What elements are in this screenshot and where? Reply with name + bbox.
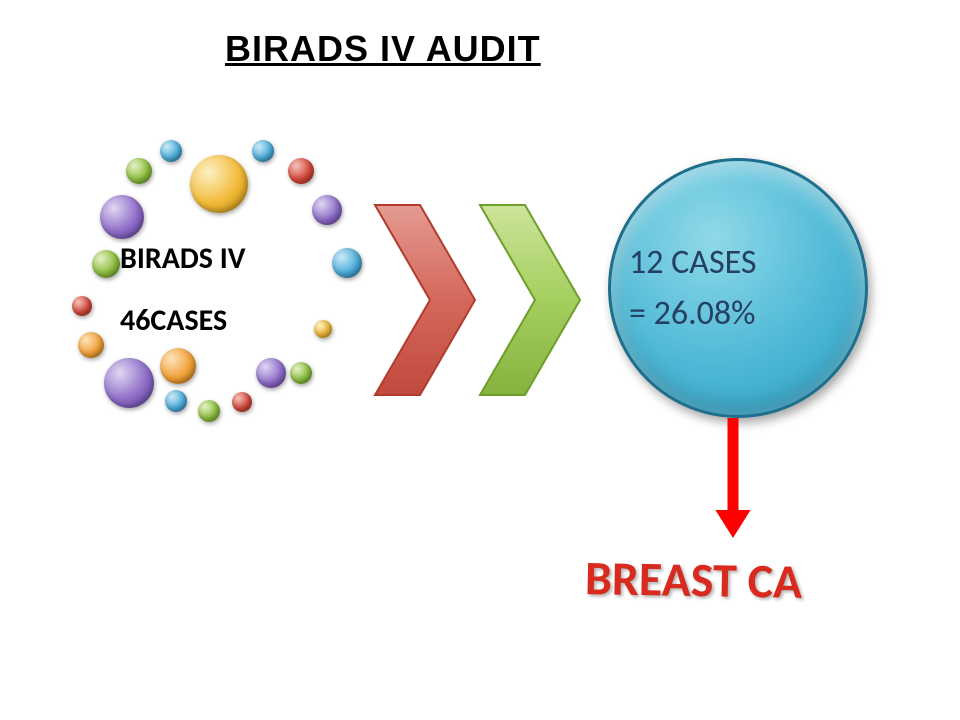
sphere-15 — [290, 362, 312, 384]
cluster-label-2: 46CASES — [120, 302, 227, 339]
cluster-label-1: BIRADS IV — [120, 240, 246, 277]
outcome-label: BREAST CA — [585, 548, 803, 611]
result-line-2: = 26.08% — [629, 288, 865, 339]
sphere-6 — [288, 158, 314, 184]
sphere-8 — [312, 195, 342, 225]
result-line-1: 12 CASES — [629, 237, 865, 288]
sphere-10 — [256, 358, 286, 388]
sphere-16 — [160, 348, 196, 384]
result-circle: 12 CASES = 26.08% — [608, 158, 868, 418]
sphere-11 — [104, 358, 154, 408]
sphere-13 — [198, 400, 220, 422]
page-title: BIRADS IV AUDIT — [225, 28, 541, 70]
down-arrow — [703, 418, 763, 558]
sphere-9 — [332, 248, 362, 278]
chevron-arrows — [370, 200, 600, 420]
sphere-2 — [160, 140, 182, 162]
sphere-4 — [126, 158, 152, 184]
sphere-0 — [190, 155, 248, 213]
sphere-1 — [100, 195, 144, 239]
sphere-7 — [72, 296, 92, 316]
sphere-3 — [252, 140, 274, 162]
sphere-12 — [165, 390, 187, 412]
chevron-green — [480, 205, 580, 395]
chevron-red — [375, 205, 475, 395]
sphere-5 — [92, 250, 120, 278]
sphere-18 — [314, 320, 332, 338]
sphere-14 — [232, 392, 252, 412]
sphere-17 — [78, 332, 104, 358]
diagram-stage: { "title": { "text": "BIRADS IV AUDIT", … — [0, 0, 960, 720]
